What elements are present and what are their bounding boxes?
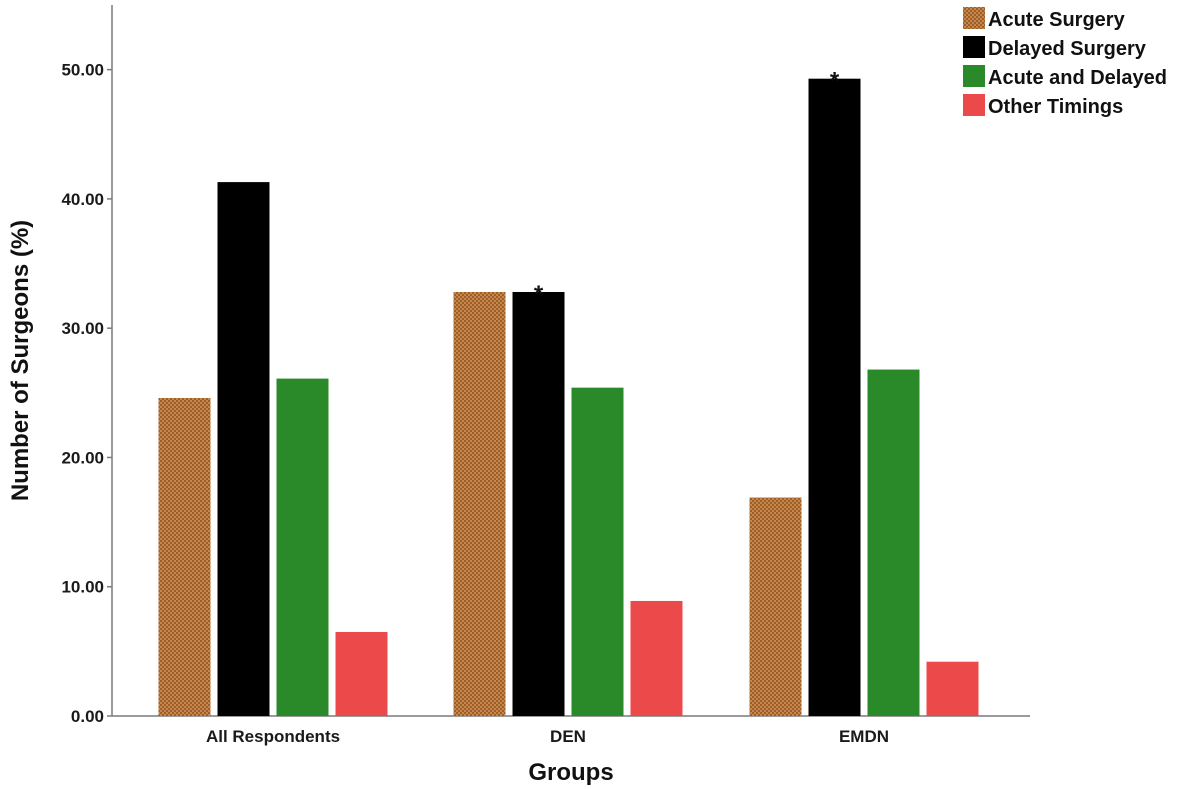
legend-swatch-delayed-surgery — [963, 36, 985, 58]
x-tick-label: DEN — [550, 727, 586, 746]
legend-label: Acute and Delayed — [988, 67, 1167, 89]
legend-label: Delayed Surgery — [988, 38, 1147, 60]
y-tick-label: 20.00 — [61, 448, 104, 467]
bar-emdn-acute-surgery — [749, 497, 802, 716]
bar-den-other-timings — [630, 600, 683, 716]
annotations: ** — [534, 68, 840, 308]
y-tick-label: 40.00 — [61, 190, 104, 209]
bar-den-acute-and-delayed — [571, 387, 624, 716]
y-ticks: 0.00 10.00 20.00 30.00 40.00 50.00 — [61, 61, 112, 726]
legend: Acute Surgery Delayed Surgery Acute and De… — [963, 7, 1167, 118]
y-axis-title: Number of Surgeons (%) — [7, 220, 34, 501]
significance-marker: * — [534, 281, 544, 308]
legend-swatch-acute-surgery — [963, 7, 985, 29]
legend-label: Other Timings — [988, 96, 1123, 118]
bar-den-delayed-surgery — [512, 291, 565, 716]
y-tick-label: 0.00 — [71, 707, 104, 726]
legend-swatch-acute-and-delayed — [963, 65, 985, 87]
significance-marker: * — [830, 68, 840, 95]
bar-all-respondents-acute-surgery — [158, 397, 211, 716]
bar-den-acute-surgery — [453, 291, 506, 716]
bar-all-respondents-acute-and-delayed — [276, 378, 329, 716]
bar-all-respondents-other-timings — [335, 631, 388, 716]
x-axis-title: Groups — [528, 759, 613, 786]
x-tick-label: EMDN — [839, 727, 889, 746]
legend-swatch-other-timings — [963, 94, 985, 116]
y-tick-label: 30.00 — [61, 319, 104, 338]
bars — [158, 78, 979, 717]
legend-label: Acute Surgery — [988, 9, 1126, 31]
x-ticks: All Respondents DEN EMDN — [206, 727, 889, 746]
bar-emdn-delayed-surgery — [808, 78, 861, 717]
x-tick-label: All Respondents — [206, 727, 340, 746]
bar-all-respondents-delayed-surgery — [217, 182, 270, 716]
bar-emdn-other-timings — [926, 661, 979, 716]
y-tick-label: 10.00 — [61, 578, 104, 597]
bar-emdn-acute-and-delayed — [867, 369, 920, 716]
y-tick-label: 50.00 — [61, 61, 104, 80]
